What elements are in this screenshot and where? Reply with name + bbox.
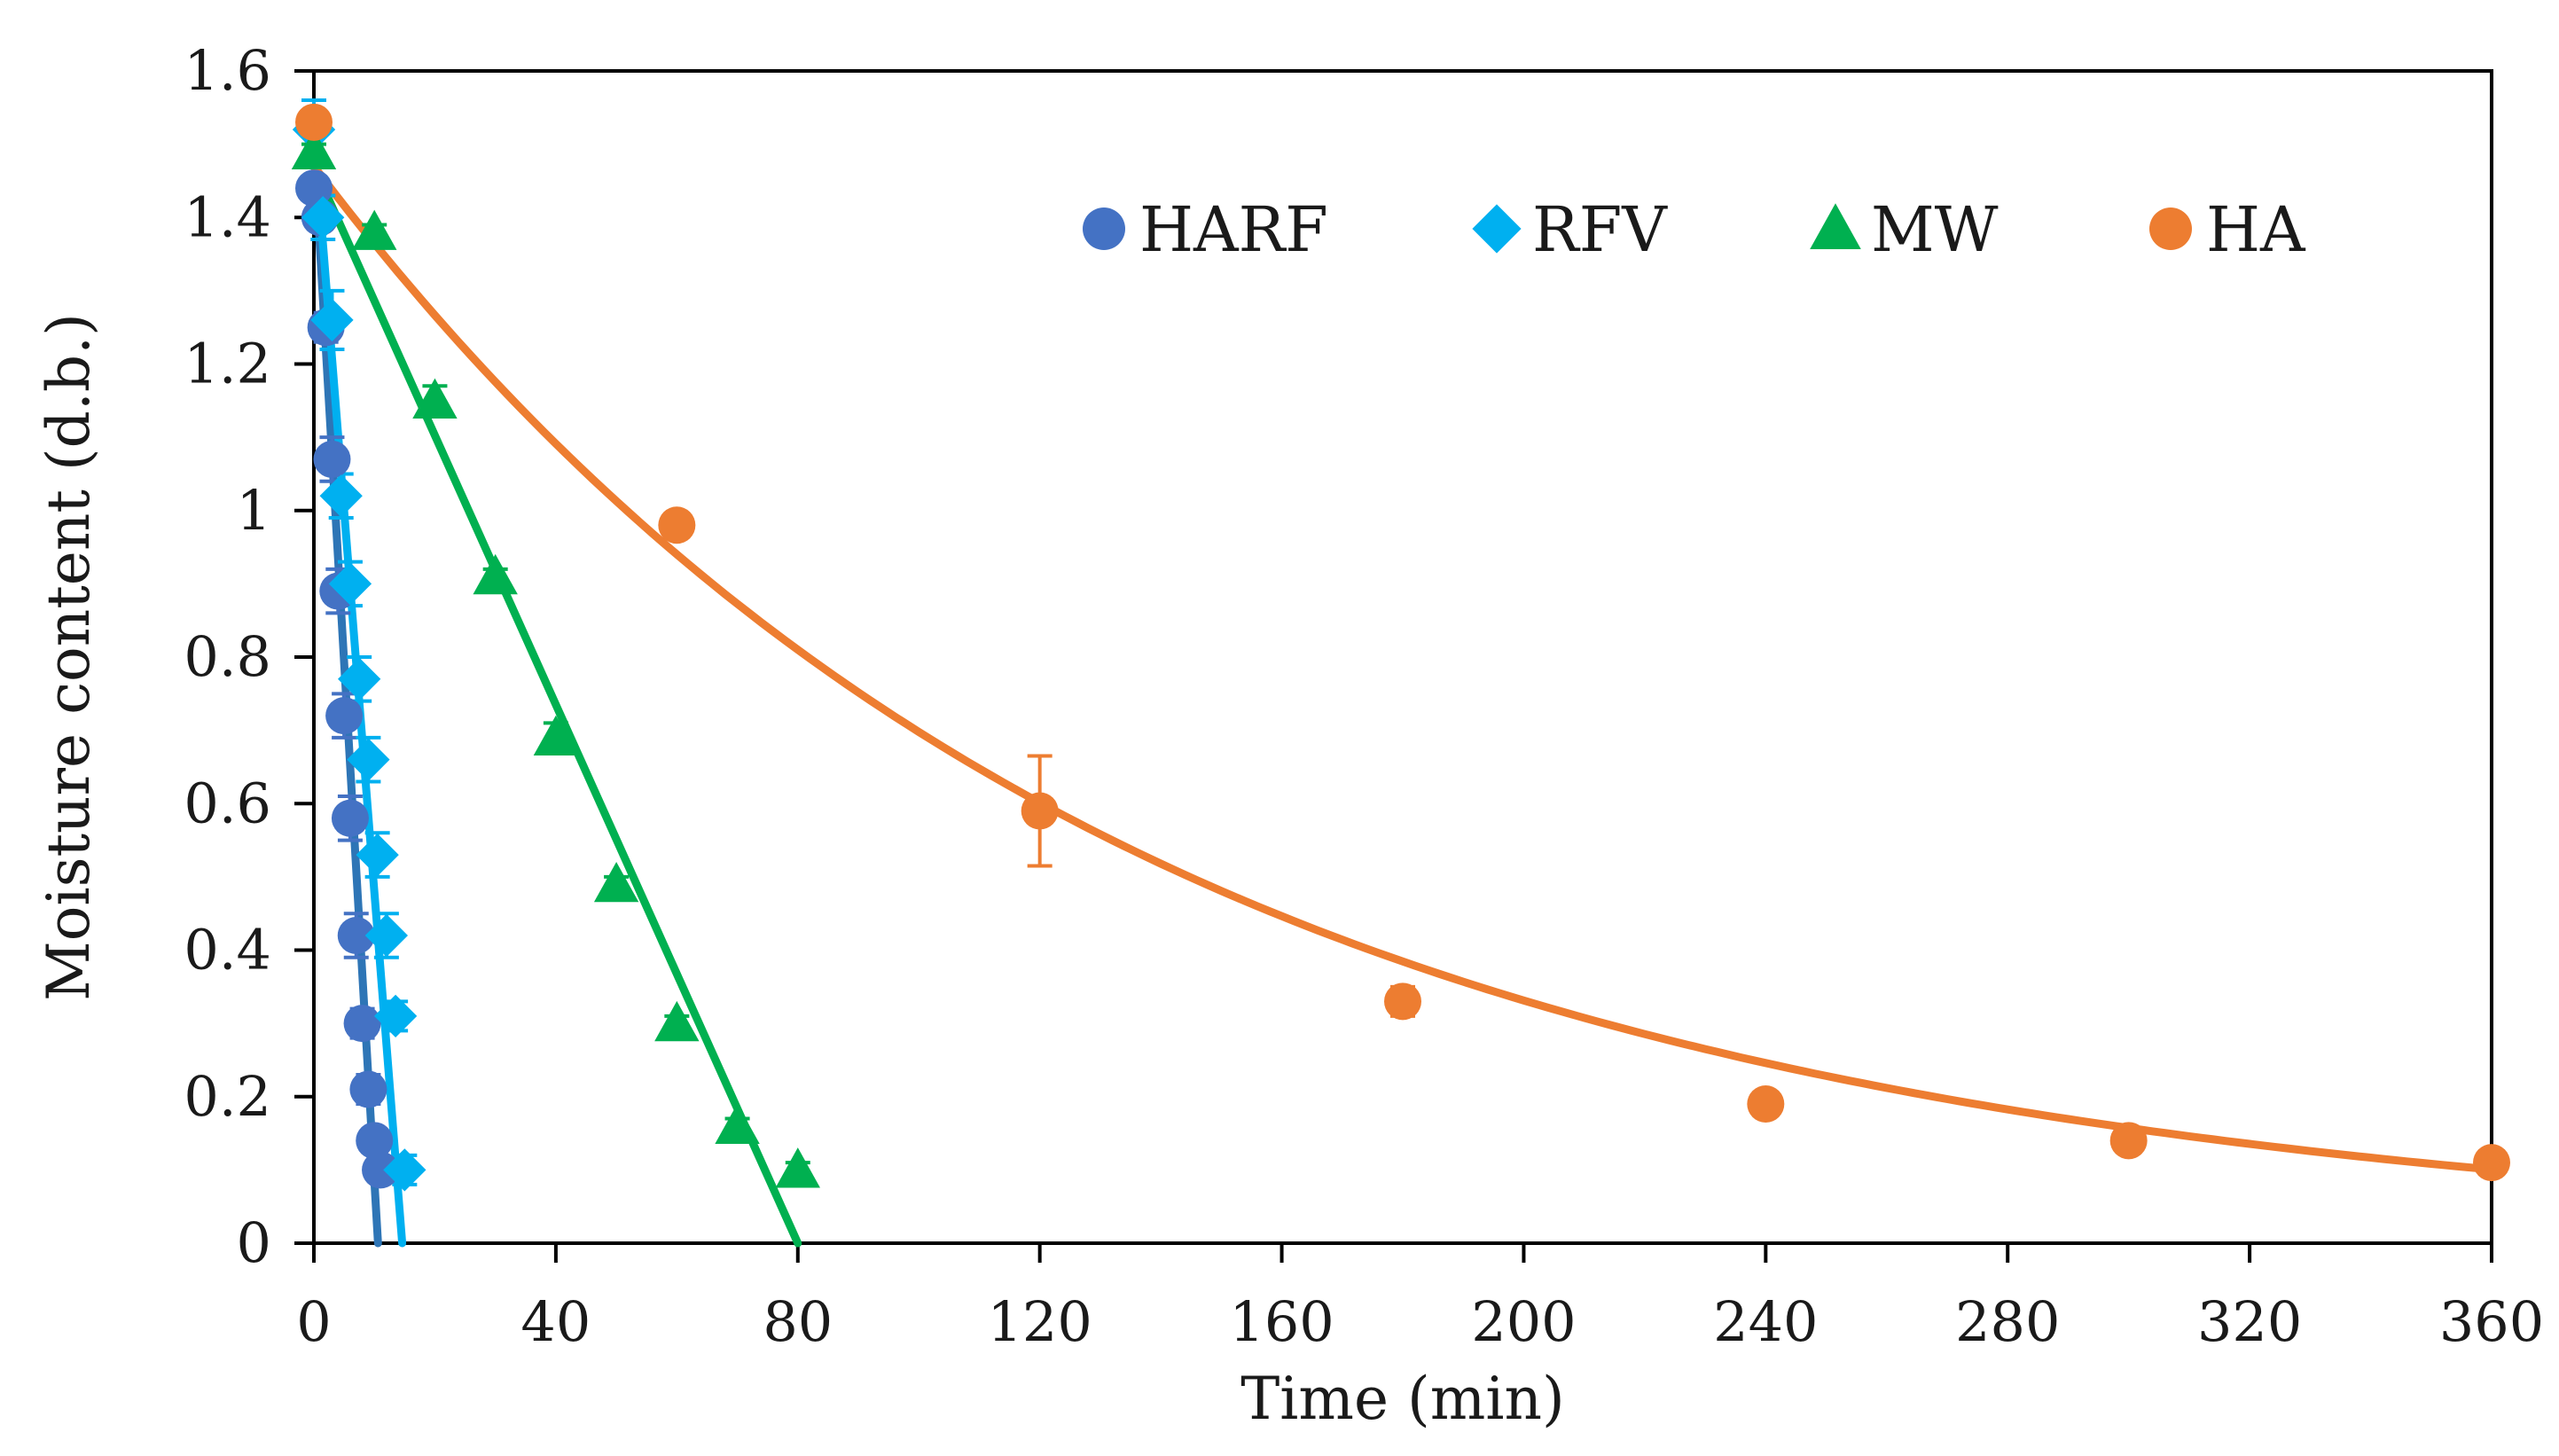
- x-tick-label: 240: [1713, 1289, 1818, 1354]
- x-tick-label: 280: [1955, 1289, 2060, 1354]
- y-tick-label: 0.2: [184, 1064, 271, 1129]
- legend-label-mw: MW: [1871, 193, 1999, 266]
- point-ha: [658, 506, 696, 544]
- point-mw: [715, 1103, 760, 1144]
- y-axis-title: Moisture content (d.b.): [35, 313, 103, 1001]
- point-mw: [352, 209, 397, 250]
- x-tick-label: 360: [2439, 1289, 2544, 1354]
- y-tick-label: 1: [237, 478, 271, 543]
- point-ha: [1021, 792, 1059, 830]
- legend-marker-rfv: [1472, 204, 1522, 254]
- legend-label-harf: HARF: [1139, 193, 1328, 266]
- point-rfv: [383, 1148, 426, 1192]
- point-mw: [533, 715, 579, 756]
- point-mw: [775, 1147, 820, 1188]
- point-rfv: [356, 833, 399, 877]
- y-tick-label: 0.8: [184, 624, 271, 689]
- point-ha: [1747, 1085, 1785, 1123]
- x-tick-label: 80: [763, 1289, 833, 1354]
- x-tick-label: 160: [1229, 1289, 1334, 1354]
- y-tick-label: 1.2: [184, 332, 271, 396]
- point-rfv: [364, 913, 409, 958]
- point-rfv: [319, 474, 363, 518]
- point-rfv: [310, 298, 354, 342]
- point-rfv: [338, 657, 381, 701]
- y-axis-ticks: 0 0.2 0.4 0.6 0.8 1 1.2 1.4 1.6: [184, 38, 314, 1275]
- legend-marker-ha: [2149, 207, 2192, 250]
- y-tick-label: 1.4: [184, 184, 271, 249]
- point-ha: [1384, 982, 1421, 1021]
- point-rfv: [347, 738, 390, 781]
- x-tick-label: 40: [520, 1289, 591, 1354]
- x-axis-title: Time (min): [1240, 1365, 1564, 1433]
- point-harf: [343, 1005, 381, 1043]
- point-harf: [349, 1070, 387, 1108]
- point-harf: [356, 1122, 394, 1160]
- point-ha: [295, 103, 333, 141]
- y-tick-label: 1.6: [184, 38, 271, 103]
- y-tick-label: 0.4: [184, 918, 271, 982]
- point-harf: [331, 799, 369, 837]
- point-mw: [473, 553, 518, 595]
- point-mw: [654, 1000, 700, 1042]
- point-rfv: [301, 196, 345, 239]
- y-tick-label: 0: [237, 1210, 271, 1275]
- x-tick-label: 200: [1471, 1289, 1576, 1354]
- x-tick-label: 120: [987, 1289, 1092, 1354]
- legend-label-ha: HA: [2206, 193, 2306, 266]
- x-axis-ticks: 0 40 80 120 160 200 240 280 320 360: [296, 1243, 2544, 1354]
- point-harf: [313, 440, 351, 478]
- legend: HARF RFV MW HA: [1083, 193, 2306, 266]
- point-ha: [2109, 1122, 2148, 1160]
- point-ha: [2473, 1144, 2510, 1182]
- point-harf: [362, 1151, 400, 1189]
- y-tick-label: 0.6: [184, 771, 271, 835]
- fit-line-mw: [309, 161, 802, 1248]
- point-rfv: [328, 562, 372, 606]
- data-markers: [291, 103, 2510, 1192]
- point-mw: [412, 378, 458, 419]
- point-mw: [593, 861, 639, 903]
- x-tick-label: 320: [2197, 1289, 2302, 1354]
- x-tick-label: 0: [296, 1289, 331, 1354]
- legend-label-rfv: RFV: [1532, 193, 1668, 266]
- legend-marker-mw: [1810, 203, 1861, 250]
- point-rfv: [373, 994, 418, 1038]
- legend-marker-harf: [1083, 207, 1125, 250]
- point-mw: [291, 129, 337, 170]
- point-harf: [325, 697, 364, 735]
- point-harf: [337, 916, 375, 954]
